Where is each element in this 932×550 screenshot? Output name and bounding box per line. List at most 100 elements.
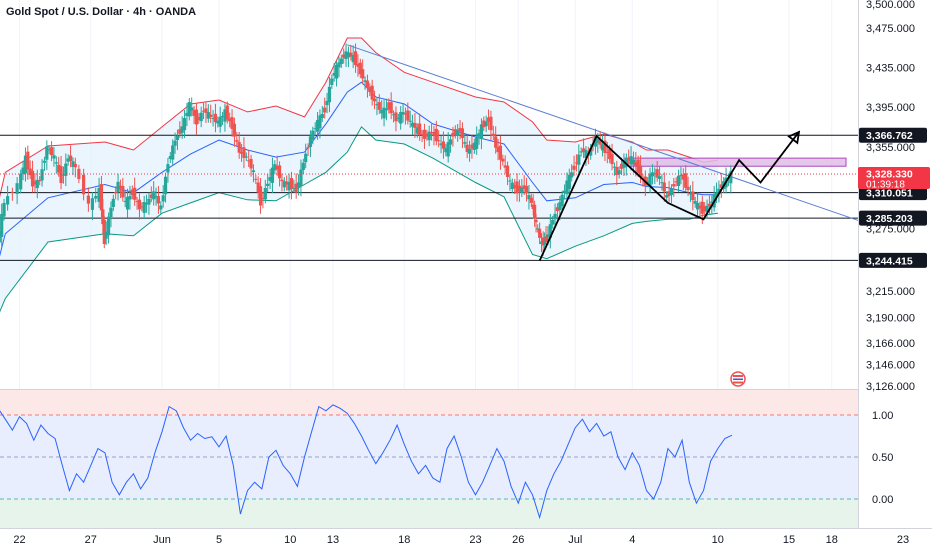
- candle-body: [429, 132, 434, 134]
- forecast-path[interactable]: [538, 131, 800, 262]
- us-flag-icon[interactable]: [730, 371, 746, 387]
- candle-body: [190, 107, 194, 111]
- candle-body: [192, 109, 196, 116]
- candle-body: [446, 142, 450, 157]
- candle-body: [187, 102, 191, 117]
- candle-body: [589, 148, 593, 156]
- candle-body: [356, 64, 360, 67]
- candle-body: [627, 157, 631, 161]
- time-tick-label: 5: [216, 534, 222, 546]
- price-tick-label: 3,215.000: [866, 286, 915, 298]
- price-tick-label: 3,275.000: [866, 224, 915, 236]
- price-scale[interactable]: 3,500.000 3,475.000 3,435.000 3,395.000 3,35…: [858, 0, 932, 528]
- candle-body: [482, 120, 486, 128]
- candle-body: [206, 112, 210, 119]
- candle-body: [460, 128, 465, 138]
- candle-body: [527, 195, 531, 200]
- price-tick-label: 3,475.000: [866, 23, 915, 35]
- candle-body: [109, 207, 113, 217]
- candle-body: [477, 133, 481, 137]
- candle-body: [581, 148, 586, 153]
- candle-body: [380, 110, 384, 114]
- price-pane[interactable]: [0, 37, 904, 387]
- candle-body: [308, 136, 313, 147]
- candle-body: [370, 85, 374, 100]
- candle-body: [717, 188, 721, 195]
- forecast-arrow-head: [787, 130, 801, 145]
- stochastic-rsi-pane[interactable]: [0, 390, 858, 528]
- candle-body: [434, 128, 438, 142]
- candle-body: [567, 174, 571, 189]
- time-tick-label: 10: [284, 534, 296, 546]
- candle-body: [562, 190, 567, 193]
- candle-body: [182, 117, 187, 131]
- candle-body: [351, 55, 355, 63]
- candle-body: [553, 213, 557, 220]
- candle-body: [363, 80, 367, 82]
- candle-body: [90, 198, 95, 210]
- candle-body: [332, 72, 336, 76]
- candle-body: [268, 177, 272, 181]
- candle-body: [66, 158, 70, 162]
- time-tick-label: Jun: [153, 534, 171, 546]
- candle-body: [254, 178, 258, 180]
- candle-body: [263, 187, 267, 200]
- candle-body: [520, 187, 524, 193]
- candle-body: [154, 195, 158, 198]
- candle-body: [239, 152, 244, 154]
- candle-body: [427, 131, 431, 141]
- candle-body: [688, 193, 693, 195]
- candle-body: [605, 151, 609, 154]
- candle-body: [218, 116, 222, 127]
- candle-body: [301, 162, 305, 171]
- candle-body: [337, 62, 341, 68]
- candle-body: [629, 156, 633, 165]
- candle-body: [560, 194, 564, 207]
- candle-body: [123, 200, 127, 202]
- candle-body: [546, 234, 550, 237]
- candle-body: [82, 174, 86, 195]
- candle-body: [45, 146, 49, 160]
- time-tick-label: 22: [13, 534, 25, 546]
- overbought-zone: [0, 390, 858, 415]
- candle-body: [382, 107, 386, 119]
- candle-body: [35, 179, 39, 189]
- candle-body: [277, 165, 282, 179]
- candle-body: [603, 140, 607, 153]
- candle-body: [299, 169, 303, 187]
- candle-body: [387, 102, 391, 110]
- candle-body: [135, 201, 139, 203]
- candle-body: [289, 177, 294, 190]
- candle-body: [662, 182, 666, 192]
- candle-body: [273, 164, 277, 171]
- candle-body: [194, 109, 199, 125]
- candle-body: [49, 147, 54, 156]
- candle-body: [544, 236, 548, 242]
- candle-body: [375, 104, 379, 106]
- candle-body: [125, 196, 130, 210]
- candle-body: [173, 140, 177, 146]
- oscillator-tick-label: 1.00: [872, 410, 893, 422]
- candle-body: [420, 133, 424, 135]
- time-tick-label: 27: [85, 534, 97, 546]
- candle-body: [64, 163, 68, 176]
- candle-body: [584, 150, 588, 158]
- candle-body: [171, 145, 175, 160]
- candle-body: [71, 161, 75, 167]
- candle-body: [280, 179, 284, 182]
- candle-body: [323, 107, 327, 113]
- last-price-tag[interactable]: 3,328.330 01:39:18: [858, 167, 930, 191]
- last-price-value: 3,328.330: [866, 169, 913, 181]
- level-tag: [859, 210, 927, 226]
- oscillator-tick-label: 0.00: [872, 494, 893, 506]
- candle-body: [484, 121, 488, 127]
- candle-body: [634, 162, 638, 167]
- time-axis-labels[interactable]: 22 27 Jun 5 10 13 18 23 26 Jul 4 10 15 18 23: [13, 534, 909, 546]
- descending-trendline[interactable]: [347, 44, 904, 237]
- candle-body: [456, 129, 460, 136]
- candle-body: [413, 122, 417, 128]
- candle-body: [598, 139, 602, 145]
- level-tag-label: 3,310.051: [866, 188, 913, 200]
- candle-body: [42, 160, 47, 163]
